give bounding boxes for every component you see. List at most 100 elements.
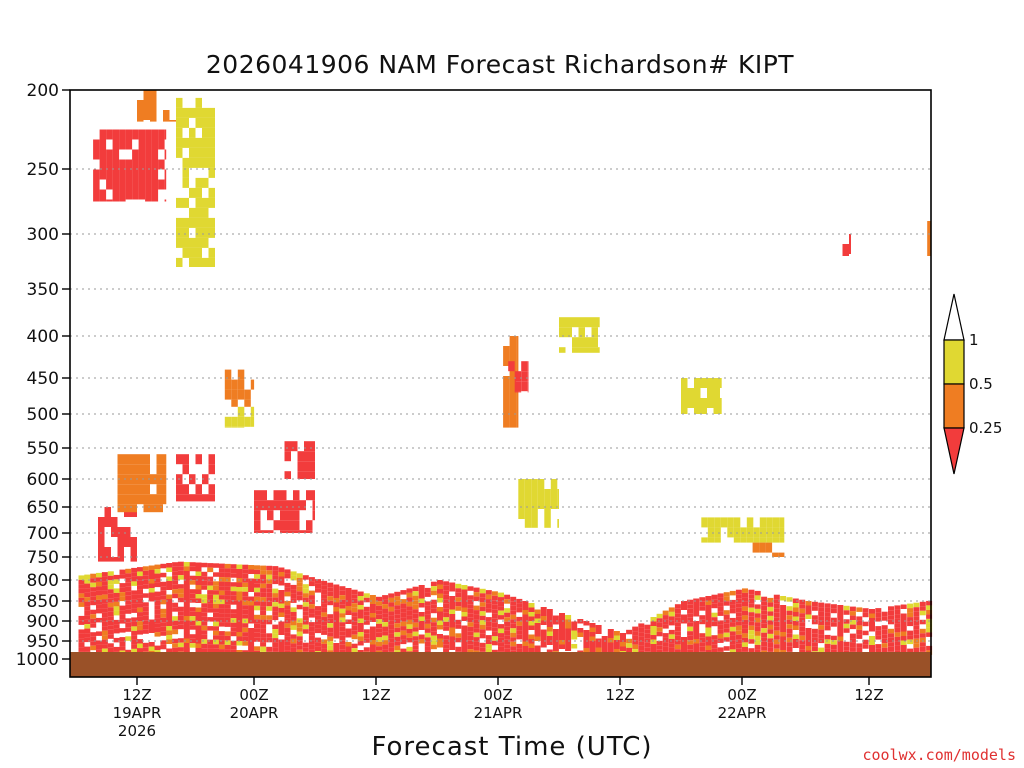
heatmap-cell <box>748 634 755 640</box>
heatmap-cell <box>524 509 532 519</box>
heatmap-cell <box>266 646 273 652</box>
heatmap-cell <box>244 399 251 407</box>
heatmap-cell <box>207 648 214 654</box>
heatmap-cell <box>424 605 431 611</box>
heatmap-cell <box>674 604 681 609</box>
heatmap-cell <box>164 129 167 140</box>
heatmap-cell <box>315 588 321 593</box>
heatmap-cell <box>767 624 774 630</box>
heatmap-cell <box>674 622 681 627</box>
heatmap-cell <box>437 589 443 594</box>
heatmap-cell <box>376 632 382 638</box>
heatmap-cell <box>491 600 498 605</box>
heatmap-cell <box>296 631 303 637</box>
heatmap-cell <box>156 454 163 465</box>
heatmap-cell <box>112 169 120 180</box>
heatmap-cell <box>291 441 298 452</box>
heatmap-cell <box>767 633 774 639</box>
heatmap-cell <box>284 645 291 651</box>
heatmap-cell <box>266 588 273 593</box>
heatmap-cell <box>729 590 736 596</box>
heatmap-cell <box>518 479 525 489</box>
heatmap-cell <box>711 594 718 600</box>
heatmap-cell <box>805 646 812 651</box>
heatmap-cell <box>674 635 681 641</box>
heatmap-cell <box>780 627 787 632</box>
heatmap-cell <box>107 611 114 617</box>
heatmap-cell <box>90 636 97 642</box>
credit-link[interactable]: coolwx.com/models <box>862 746 1016 764</box>
heatmap-cell <box>266 570 273 575</box>
heatmap-cell <box>166 581 173 586</box>
heatmap-cell <box>412 595 419 601</box>
heatmap-cell <box>754 590 761 596</box>
heatmap-cell <box>830 635 837 641</box>
heatmap-cell <box>786 646 793 652</box>
heatmap-cell <box>406 633 413 638</box>
heatmap-cell <box>786 624 793 629</box>
heatmap-cell <box>254 614 260 620</box>
heatmap-cell <box>308 644 315 650</box>
heatmap-cell <box>406 601 413 607</box>
heatmap-cell <box>117 527 124 537</box>
heatmap-cell <box>394 596 401 601</box>
heatmap-cell <box>799 613 806 618</box>
heatmap-cell <box>717 602 724 607</box>
heatmap-cell <box>207 608 214 613</box>
heatmap-cell <box>424 632 431 638</box>
heatmap-cell <box>705 641 712 646</box>
heatmap-cell <box>137 580 143 586</box>
heatmap-cell <box>504 626 511 631</box>
heatmap-cell <box>248 569 255 574</box>
y-tick-label: 400 <box>27 327 59 347</box>
heatmap-cell <box>107 634 114 639</box>
heatmap-cell <box>107 643 114 648</box>
heatmap-cell <box>195 621 202 626</box>
heatmap-cell <box>546 631 553 636</box>
heatmap-cell <box>700 408 707 414</box>
heatmap-cell <box>516 416 519 426</box>
heatmap-cell <box>177 570 184 576</box>
heatmap-cell <box>388 638 395 643</box>
heatmap-cell <box>900 604 907 609</box>
heatmap-cell <box>125 622 132 628</box>
heatmap-cell <box>510 641 517 647</box>
heatmap-cell <box>327 623 334 628</box>
heatmap-cell <box>729 640 736 645</box>
heatmap-cell <box>394 641 401 646</box>
heatmap-cell <box>90 578 97 583</box>
heatmap-cell <box>154 564 161 570</box>
heatmap-cell <box>363 638 370 643</box>
heatmap-cell <box>524 479 532 489</box>
heatmap-cell <box>148 619 155 624</box>
heatmap-cell <box>735 607 742 613</box>
heatmap-cell <box>528 621 535 626</box>
heatmap-cell <box>742 597 748 602</box>
heatmap-cell <box>455 588 462 593</box>
heatmap-cell <box>112 139 120 150</box>
heatmap-cell <box>786 610 793 616</box>
heatmap-cell <box>479 593 486 598</box>
heatmap-cell <box>424 592 431 597</box>
heatmap-cell <box>260 565 267 571</box>
heatmap-cell <box>842 244 849 254</box>
heatmap-cell <box>142 629 149 634</box>
heatmap-cell <box>101 599 108 604</box>
heatmap-cell <box>571 635 578 640</box>
heatmap-cell <box>137 621 143 626</box>
heatmap-cell <box>875 626 882 631</box>
heatmap-cell <box>201 643 208 649</box>
heatmap-cell <box>735 648 742 653</box>
heatmap-cell <box>107 589 114 594</box>
heatmap-cell <box>248 637 255 642</box>
heatmap-cell <box>154 596 161 601</box>
heatmap-cell <box>919 633 926 638</box>
heatmap-cell <box>208 217 215 228</box>
heatmap-cell <box>248 632 255 637</box>
heatmap-cell <box>189 593 196 599</box>
heatmap-cell <box>189 127 196 138</box>
heatmap-cell <box>93 169 100 180</box>
heatmap-cell <box>540 634 547 639</box>
heatmap-cell <box>786 619 793 625</box>
heatmap-cell <box>351 589 358 595</box>
